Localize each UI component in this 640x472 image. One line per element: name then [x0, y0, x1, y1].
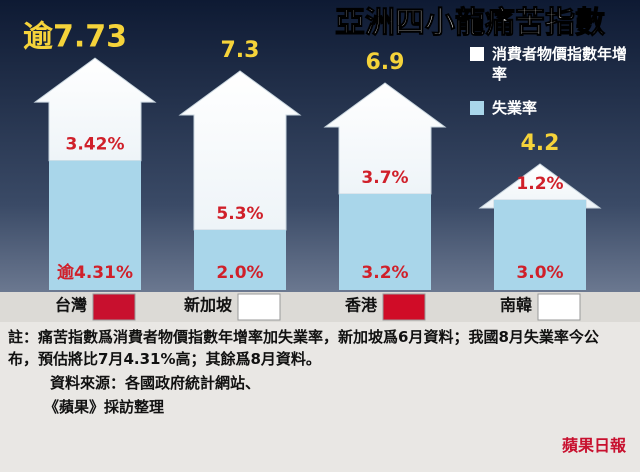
legend-label: 失業率 [492, 99, 538, 117]
total-label: 6.9 [366, 50, 405, 75]
category-label: 南韓 [500, 296, 532, 315]
unemployment-segment [194, 230, 286, 290]
chart-title: 亞洲四小龍痛苦指數 [335, 6, 605, 41]
value-label: 3.7% [361, 168, 408, 188]
legend-swatch [470, 47, 484, 61]
category-label: 台灣 [55, 296, 87, 315]
source: 《蘋果》採訪整理 [44, 398, 165, 416]
value-label: 1.2% [516, 174, 563, 194]
legend-item: 失業率 [470, 98, 630, 118]
value-label: 2.0% [216, 263, 263, 283]
unemployment-segment [339, 194, 431, 290]
value-label: 3.2% [361, 263, 408, 283]
total-label: 7.3 [221, 38, 260, 63]
flag [382, 293, 426, 321]
flag [537, 293, 581, 321]
legend-label: 消費者物價指數年增率 [492, 45, 628, 83]
legend-swatch [470, 101, 484, 115]
total-label: 逾7.73 [23, 20, 127, 55]
category-label: 新加坡 [184, 296, 233, 315]
value-label: 逾4.31% [57, 262, 133, 283]
unemployment-segment [49, 160, 141, 290]
logo: 蘋果日報 [561, 436, 626, 455]
cpi-segment [178, 70, 302, 231]
category-label: 香港 [344, 296, 378, 315]
value-label: 3.0% [516, 263, 563, 283]
total-label: 4.2 [521, 131, 560, 156]
cpi-segment [323, 82, 447, 195]
legend-item: 消費者物價指數年增率 [470, 44, 630, 84]
flag [92, 293, 136, 321]
source: 資料來源：各國政府統計網站、 [50, 374, 261, 392]
note: 註：痛苦指數爲消費者物價指數年增率加失業率，新加坡爲6月資料；我國8月失業率今公… [8, 328, 599, 368]
value-label: 3.42% [66, 135, 125, 155]
value-label: 5.3% [216, 204, 263, 224]
unemployment-segment [494, 200, 586, 290]
flag [237, 293, 281, 321]
cpi-segment [33, 57, 157, 162]
